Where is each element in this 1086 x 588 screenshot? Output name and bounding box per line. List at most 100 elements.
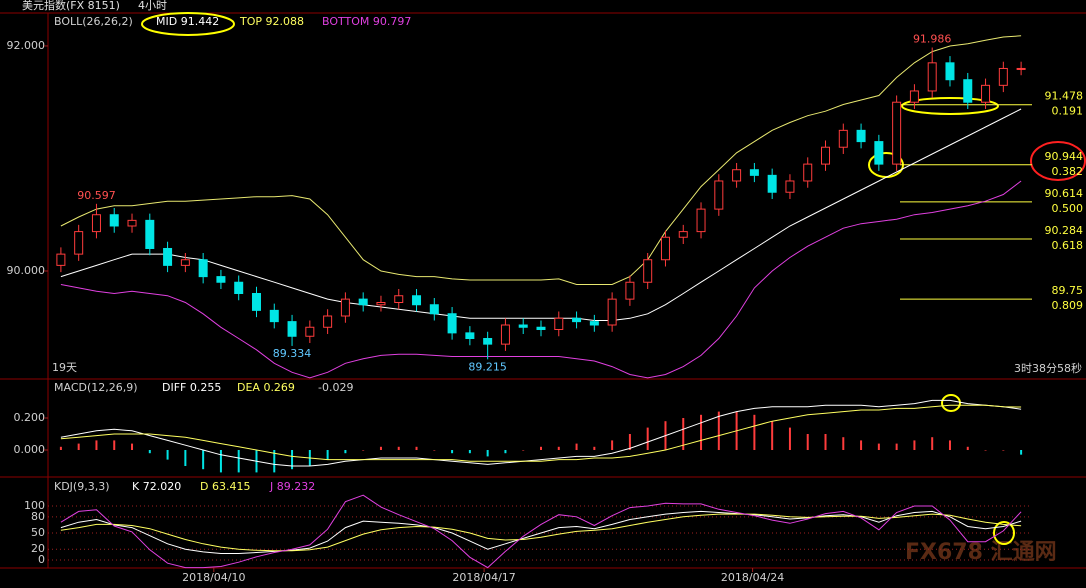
candle-body xyxy=(198,259,208,278)
legend-entry: DIFF 0.255 xyxy=(162,381,221,394)
macd-bar xyxy=(895,443,898,450)
macd-bar xyxy=(931,437,934,450)
candle-body xyxy=(109,214,119,227)
fib-ratio: 0.191 xyxy=(1052,105,1084,118)
candle-body xyxy=(589,321,599,326)
fib-ratio: 0.618 xyxy=(1052,239,1084,252)
frame xyxy=(0,12,1086,569)
fib-price: 89.75 xyxy=(1052,284,1084,297)
candle-body xyxy=(874,141,884,165)
macd-bar xyxy=(148,450,151,454)
candle-body xyxy=(732,169,742,182)
y-tick-label: 92.000 xyxy=(7,39,46,52)
candle-body xyxy=(643,259,653,283)
macd-bar xyxy=(788,427,791,450)
macd-bar xyxy=(397,446,400,450)
macd-bar xyxy=(948,440,951,450)
candle-body xyxy=(714,180,724,210)
candle-body xyxy=(465,332,475,340)
period[interactable]: 4小时 xyxy=(138,0,167,12)
candle-body xyxy=(91,214,101,233)
y-tick-label: 100 xyxy=(24,499,45,512)
macd-bar xyxy=(113,440,116,450)
candle-body xyxy=(892,101,902,165)
macd-bar xyxy=(273,450,276,473)
watermark: FX678 汇通网 xyxy=(905,540,1057,565)
fib-price: 91.478 xyxy=(1045,90,1084,103)
fib-price: 90.284 xyxy=(1045,224,1084,237)
candle-body xyxy=(127,219,137,227)
macd-bar xyxy=(611,440,614,450)
candle-body xyxy=(429,304,439,315)
high-label: 91.986 xyxy=(913,33,952,46)
macd-bar xyxy=(593,446,596,450)
y-tick-label: 20 xyxy=(31,542,45,555)
indicator-line xyxy=(60,35,1022,285)
candle-body xyxy=(945,62,955,81)
legend-entry: TOP 92.088 xyxy=(239,15,304,28)
candle-body xyxy=(483,338,493,345)
legend-entry: DEA 0.269 xyxy=(237,381,295,394)
y-tick-label: 90.000 xyxy=(7,264,46,277)
indicator-line xyxy=(60,180,1022,379)
candle-body xyxy=(323,315,333,328)
candle-body xyxy=(1016,67,1026,70)
candle-body xyxy=(998,67,1008,86)
candle-body xyxy=(394,295,404,303)
candle-body xyxy=(963,79,973,103)
candle-body xyxy=(785,180,795,193)
macd-bar xyxy=(362,450,365,451)
macd-bar xyxy=(379,446,382,450)
legend-entry: MACD(12,26,9) xyxy=(54,381,138,394)
legend-entry: MID 91.442 xyxy=(156,15,219,28)
x-tick-label: 2018/04/10 xyxy=(182,571,245,584)
candle-body xyxy=(251,292,261,311)
indicator-line xyxy=(60,108,1022,321)
macd-value: -0.029 xyxy=(318,381,353,394)
macd-bar xyxy=(59,446,62,450)
macd-bar xyxy=(131,443,134,450)
macd-bar xyxy=(95,440,98,450)
candle-body xyxy=(625,281,635,300)
macd-bar xyxy=(184,450,187,466)
candle-body xyxy=(572,317,582,323)
candle-body xyxy=(554,317,564,331)
y-tick-label: 80 xyxy=(31,510,45,523)
macd-bar xyxy=(1002,450,1005,451)
candle-body xyxy=(821,146,831,165)
legend-entry: J 89.232 xyxy=(269,480,315,493)
macd-bar xyxy=(984,450,987,451)
candle-body xyxy=(180,259,190,266)
macd-bar xyxy=(326,450,329,460)
x-tick-label: 2018/04/17 xyxy=(452,571,515,584)
legend-entry: BOLL(26,26,2) xyxy=(54,15,133,28)
macd-bar xyxy=(166,450,169,460)
indicator-line xyxy=(60,399,1022,467)
macd-bar xyxy=(575,443,578,450)
macd-bar xyxy=(717,411,720,450)
macd-bar xyxy=(646,427,649,450)
x-tick-label: 2018/04/24 xyxy=(721,571,784,584)
candle-body xyxy=(340,298,350,317)
macd-bar xyxy=(913,440,916,450)
candle-body xyxy=(607,298,617,326)
legend-entry: D 63.415 xyxy=(200,480,250,493)
low-label: 89.215 xyxy=(468,360,507,373)
candle-body xyxy=(518,324,528,328)
fib-price: 90.944 xyxy=(1045,150,1084,163)
macd-bar xyxy=(415,446,418,450)
candle-body xyxy=(856,129,866,143)
candle-body xyxy=(803,163,813,182)
macd-bar xyxy=(753,414,756,450)
macd-bar xyxy=(433,450,436,451)
fib-ratio: 0.382 xyxy=(1052,165,1084,178)
candle-body xyxy=(56,253,66,266)
macd-bar xyxy=(202,450,205,470)
candle-body xyxy=(678,231,688,238)
candle-body xyxy=(909,90,919,103)
candle-body xyxy=(269,309,279,323)
indicator-line xyxy=(60,513,1022,552)
macd-bar xyxy=(344,450,347,454)
